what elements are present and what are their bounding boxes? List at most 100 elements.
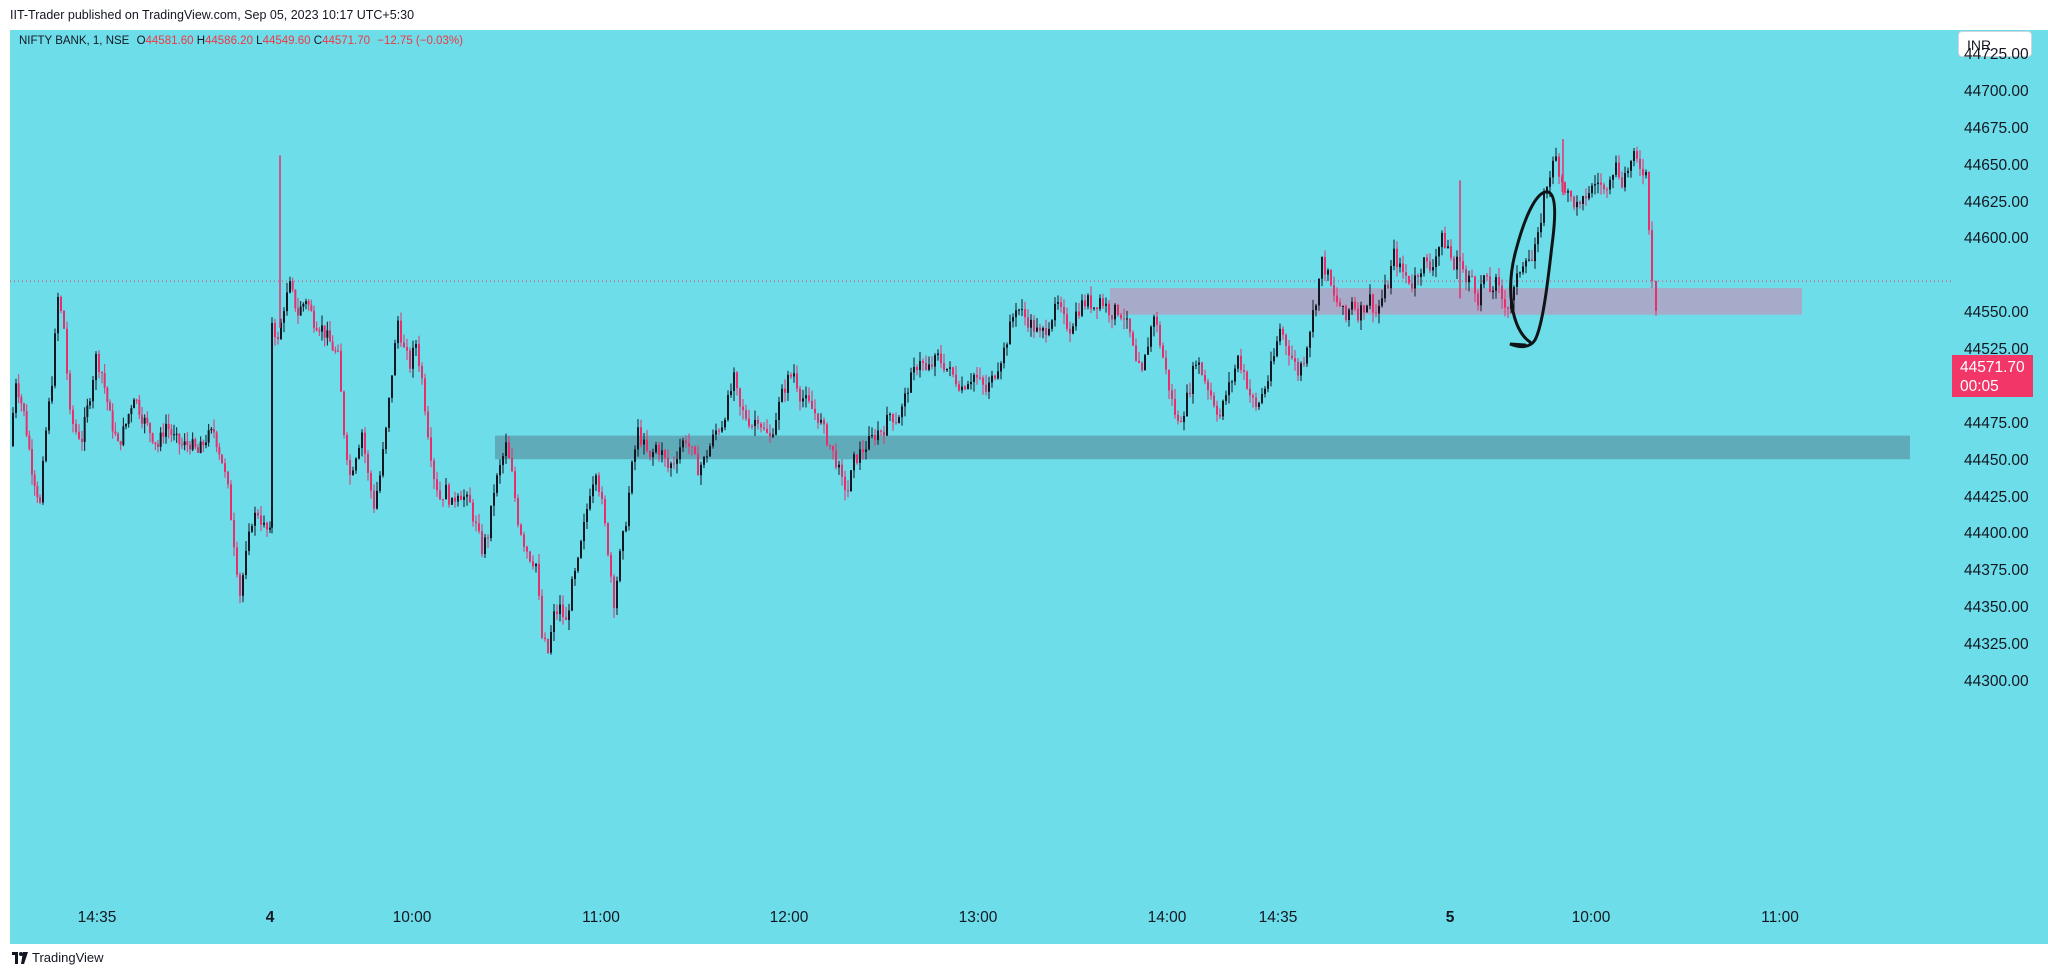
candle-body xyxy=(685,440,687,444)
candle-body xyxy=(1630,160,1632,171)
candle-body xyxy=(1579,201,1581,204)
candle-body xyxy=(1381,298,1383,306)
candle-body xyxy=(72,409,74,424)
candle-body xyxy=(143,417,146,424)
candle-body xyxy=(1573,196,1575,208)
candle-body xyxy=(886,414,888,436)
candle-body xyxy=(239,574,241,596)
candle-body xyxy=(508,442,510,458)
candle-body xyxy=(310,304,313,311)
candle-body xyxy=(251,525,253,532)
candle-body xyxy=(165,423,167,437)
candle-body xyxy=(493,492,495,506)
candle-body xyxy=(340,350,342,392)
candle-body xyxy=(925,362,927,370)
candle-body xyxy=(23,403,25,412)
candle-body xyxy=(111,410,114,432)
candle-body xyxy=(1255,397,1257,407)
candle-body xyxy=(1645,171,1647,176)
candle-body xyxy=(28,435,31,449)
candle-body xyxy=(81,438,83,442)
candle-body xyxy=(568,610,570,620)
candle-body xyxy=(1597,182,1599,185)
candle-body xyxy=(230,484,232,521)
candle-body xyxy=(1561,176,1563,183)
candle-body xyxy=(949,367,951,369)
candle-body xyxy=(361,432,363,448)
candle-body xyxy=(676,459,678,464)
currency-selector[interactable]: INR xyxy=(1958,31,2032,57)
candle-body xyxy=(907,392,909,394)
candle-body xyxy=(1525,260,1527,267)
candle-body xyxy=(1303,363,1305,365)
candle-body xyxy=(580,541,582,558)
candle-body xyxy=(1282,328,1284,335)
price-tick-label: 44675.00 xyxy=(1964,119,2029,137)
candle-body xyxy=(1636,151,1638,159)
candle-body xyxy=(1285,334,1287,346)
candle-body xyxy=(1324,256,1326,275)
time-tick-label: 10:00 xyxy=(1571,909,1611,926)
candle-body xyxy=(400,320,402,343)
upper-zone[interactable] xyxy=(1110,288,1802,315)
candle-body xyxy=(661,450,663,455)
candle-body xyxy=(1156,316,1158,325)
price-tick-label: 44650.00 xyxy=(1964,156,2029,174)
candle-body xyxy=(191,439,194,450)
candle-body xyxy=(571,578,573,611)
candle-body xyxy=(1576,201,1578,208)
chart-plot-area[interactable] xyxy=(10,30,2048,944)
candle-body xyxy=(286,292,288,312)
candle-body xyxy=(928,364,930,370)
candle-body xyxy=(667,457,669,469)
candle-body xyxy=(1276,341,1278,357)
candle-body xyxy=(1201,362,1203,376)
candle-body xyxy=(877,430,879,441)
candle-body xyxy=(1555,156,1557,161)
candle-body xyxy=(1345,305,1347,321)
candle-body xyxy=(297,308,299,316)
candle-body xyxy=(1009,321,1011,345)
candle-body xyxy=(1648,171,1650,231)
candle-body xyxy=(616,580,618,609)
candle-body xyxy=(1402,263,1404,273)
candle-body xyxy=(421,365,423,379)
candle-body xyxy=(853,454,855,471)
tradingview-brand[interactable]: TradingView xyxy=(12,950,104,965)
candle-body xyxy=(215,432,218,448)
candle-body xyxy=(478,523,480,532)
candle-body xyxy=(1072,326,1074,334)
candle-body xyxy=(1246,371,1248,389)
price-tick-label: 44350.00 xyxy=(1964,599,2029,617)
candle-body xyxy=(868,436,870,450)
candle-body xyxy=(1603,184,1605,190)
candle-body xyxy=(1426,257,1428,262)
candle-body xyxy=(559,604,561,615)
candle-body xyxy=(162,432,165,437)
candle-body xyxy=(961,386,963,391)
candle-body xyxy=(547,639,549,653)
candle-body xyxy=(931,364,933,367)
candle-body xyxy=(127,414,130,424)
candle-body xyxy=(103,373,106,388)
candle-body xyxy=(1471,275,1473,277)
candle-body xyxy=(1054,303,1056,321)
candle-body xyxy=(1429,261,1431,271)
candle-body xyxy=(898,417,900,424)
candle-body xyxy=(514,471,516,499)
candle-body xyxy=(436,479,438,491)
candle-body xyxy=(370,472,372,491)
candle-body xyxy=(505,442,507,457)
candle-body xyxy=(355,458,357,471)
candle-body xyxy=(1369,294,1371,306)
candle-body xyxy=(1333,285,1335,296)
candle-body xyxy=(12,412,14,446)
candle-body xyxy=(565,617,567,620)
hand-drawn-circle-annotation[interactable] xyxy=(1509,190,1557,349)
candle-body xyxy=(811,400,813,409)
candle-body xyxy=(973,374,975,382)
candle-body xyxy=(1564,182,1566,193)
candle-body xyxy=(673,463,675,465)
lower-zone[interactable] xyxy=(495,435,1910,460)
